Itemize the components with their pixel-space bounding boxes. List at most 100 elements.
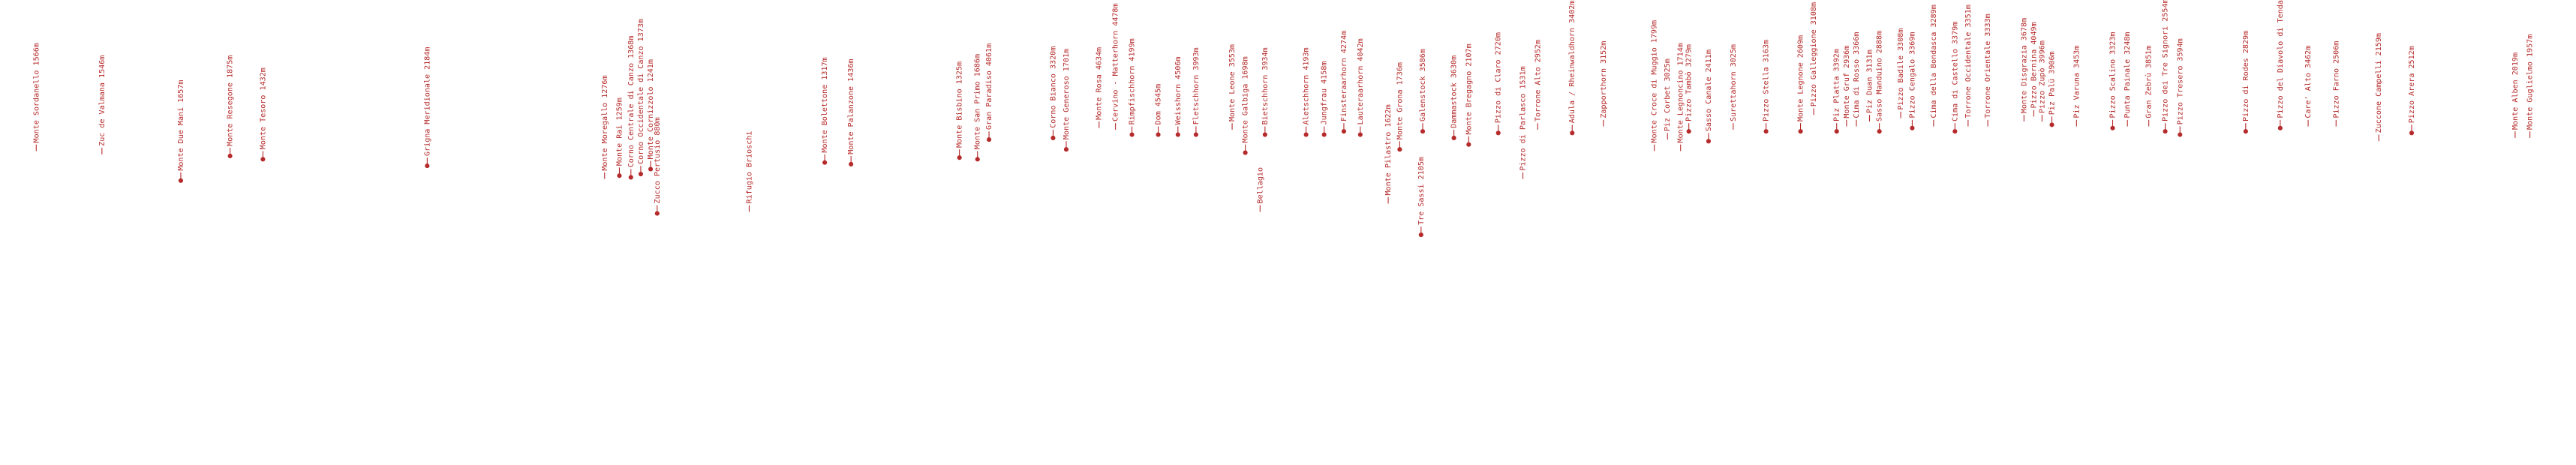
peak-dot: [1418, 232, 1423, 238]
peak-dot: [1798, 129, 1803, 134]
peak-label: Jungfrau 4158m: [1321, 62, 1329, 125]
peak-label: Pizzo Farno 2506m: [2332, 41, 2340, 118]
peak-label: Torrone Occidentale 3351m: [1964, 4, 1973, 118]
peak: Pizzo Tambò 3279m: [1685, 44, 1694, 134]
peak-label: Rimpfischhorn 4199m: [1129, 38, 1137, 124]
peak: Fletschhorn 3993m: [1192, 47, 1201, 137]
peak-label: Grigna Meridionale 2184m: [423, 47, 431, 156]
peak: Galenstock 3586m: [1419, 49, 1427, 134]
peak-label: Monte Alben 2019m: [2511, 52, 2520, 130]
peak-label: Monte Guglielmo 1957m: [2526, 34, 2535, 130]
peak: Monte Tesoro 1432m: [259, 68, 267, 162]
peak-label: Monte Bisbino 1325m: [956, 62, 964, 148]
peak-dot: [975, 157, 980, 162]
peak-label: Gran Zebrù 3851m: [2145, 46, 2154, 118]
peak-label: Cervino - Matterhorn 4478m: [1112, 3, 1120, 122]
peak: Monte Croce di Muggio 1799m: [1651, 20, 1659, 152]
peak: Bietschhorn 3934m: [1261, 47, 1270, 137]
peak-dot: [638, 171, 643, 177]
peak: Aletschhorn 4193m: [1303, 47, 1311, 137]
peak-label: Fletschhorn 3993m: [1192, 47, 1201, 124]
peak: Monte Palanzone 1436m: [847, 59, 855, 166]
peak: Sasso Canale 2411m: [1705, 50, 1713, 144]
peak-dot: [260, 157, 266, 162]
peak-dot: [1495, 130, 1501, 136]
peak-dot: [617, 173, 622, 178]
peak: Cima della Bondasca 3289m: [1930, 4, 1938, 127]
peak-label: Corno Centrale di Canzo 1368m: [627, 36, 636, 168]
peak-label: Monte Sordanello 1566m: [32, 43, 41, 142]
peak-label: Pizzo Tresero 3594m: [2176, 38, 2184, 124]
peak-label: Zapporthorn 3152m: [1600, 41, 1608, 118]
peak-label: Torrone Orientale 3333m: [1984, 14, 1992, 118]
peak: Monte Cornizzolo 1241m: [647, 59, 655, 172]
peak-label: Monte Tesoro 1432m: [259, 68, 267, 149]
peak: Pizzo Arera 2512m: [2408, 46, 2416, 136]
peak-label: Piz Palü 3906m: [2048, 51, 2057, 115]
peak: Monte Rai 1259m: [615, 98, 624, 178]
peak: Finsteraarhorn 4274m: [1340, 31, 1348, 134]
peak: Jungfrau 4158m: [1321, 62, 1329, 137]
peak: Monte Disgrazia 3678m: [2020, 18, 2028, 122]
peak: Piz Palü 3906m: [2048, 51, 2057, 128]
peak: Piz Duan 3131m: [1866, 50, 1874, 122]
peak-label: Pizzo Stella 3163m: [1763, 40, 1771, 122]
peak-dot: [1834, 129, 1839, 134]
peak: Cima di Castello 3379m: [1951, 22, 1959, 134]
peak-label: Surettahorn 3025m: [1730, 44, 1738, 122]
peak-label: Monte Bolettone 1317m: [821, 57, 829, 152]
peak: Pizzo Galleggione 3108m: [1810, 2, 1818, 116]
peak-dot: [986, 137, 992, 142]
peak: Monte Rosa 4634m: [1096, 47, 1104, 128]
peak: Punta Painale 3248m: [2124, 32, 2132, 127]
peak: Piz Corbet 3025m: [1664, 58, 1672, 140]
peak-label: Monte Pilastro 1622m: [1384, 104, 1393, 195]
peak-label: Zuc de Valmana 1546m: [98, 56, 107, 146]
peak: Monte Due Mani 1657m: [177, 80, 185, 183]
peak-label: Bellagio: [1256, 167, 1264, 203]
peak-label: Pizzo Tambò 3279m: [1685, 44, 1694, 122]
peak: Monte Bisbino 1325m: [956, 62, 964, 160]
peak: Monte Moregallo 1276m: [601, 75, 609, 179]
peak-dot: [1063, 147, 1069, 152]
peak-label: Sasso Manduino 2888m: [1876, 31, 1884, 122]
peak-label: Pizzo dei Tre Signori 2554m: [2162, 0, 2170, 122]
peak-label: Pizzo Galleggione 3108m: [1810, 2, 1818, 106]
peak-label: Pizzo Cengalo 3369m: [1908, 32, 1916, 118]
peak: Monte Bregagno 2107m: [1465, 44, 1473, 147]
peak: Monte Leone 3553m: [1228, 44, 1237, 130]
peak-label: Dom 4545m: [1155, 84, 1163, 125]
peak: Sasso Manduino 2888m: [1876, 31, 1884, 134]
peak-label: Monte Palanzone 1436m: [847, 59, 855, 154]
peak-label: Zuccone Campelli 2159m: [2375, 33, 2383, 133]
peak-dot: [1341, 129, 1346, 134]
peak-label: Monte Legnoncino 1714m: [1677, 43, 1685, 142]
peak-label: Gran Paradiso 4061m: [985, 44, 993, 130]
peak-label: Lauteraarhorn 4042m: [1357, 38, 1365, 124]
peak: Corno Occidentale di Canzo 1373m: [637, 19, 645, 177]
peak-dot: [1763, 129, 1769, 134]
peak: Lauteraarhorn 4042m: [1357, 38, 1365, 137]
peak-dot: [849, 161, 854, 166]
peak: Pizzo dei Tre Signori 2554m: [2162, 0, 2170, 134]
peak-dot: [1397, 147, 1402, 152]
peak-dot: [2277, 125, 2283, 130]
peak-label: Dammastock 3630m: [1450, 56, 1459, 128]
peak-label: Monte Gruf 2936m: [1843, 46, 1851, 118]
peak: Monte San Primo 1686m: [974, 54, 982, 162]
peak: Adula / Rheinwaldhorn 3402m: [1568, 1, 1577, 136]
peak-label: Monte Galbiga 1698m: [1242, 56, 1250, 142]
peak-dot: [2049, 122, 2054, 128]
peak-label: Weisshorn 4506m: [1174, 57, 1183, 125]
peak-label: Monte Generoso 1701m: [1063, 49, 1071, 140]
peak: Pizzo di Rodes 2829m: [2242, 31, 2250, 134]
peak-label: Cima della Bondasca 3289m: [1930, 4, 1938, 118]
peak: Dom 4545m: [1155, 84, 1163, 137]
peak: Pizzo Cengalo 3369m: [1908, 32, 1916, 130]
peak-dot: [1570, 130, 1575, 136]
peak: Monte Gruf 2936m: [1843, 46, 1851, 127]
peak-label: Corno Occidentale di Canzo 1373m: [637, 19, 645, 164]
peak-label: Monte Grona 1736m: [1396, 62, 1404, 140]
peak: Piz Platta 3392m: [1833, 49, 1841, 134]
